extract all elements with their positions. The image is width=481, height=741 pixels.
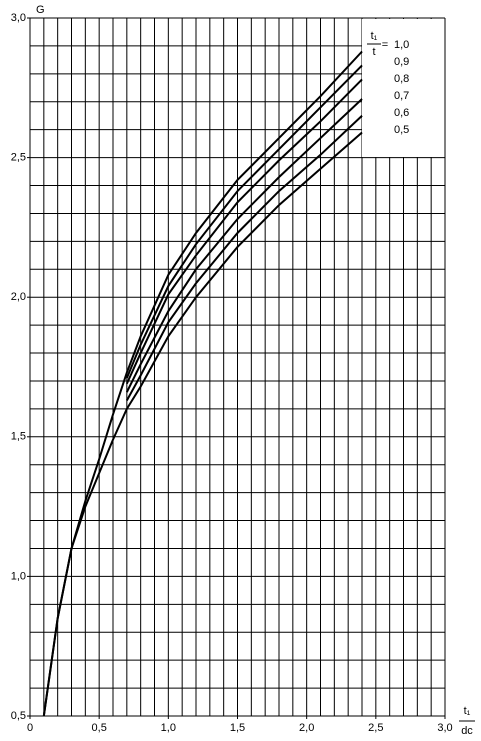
x-tick-label: 1,5 [230, 722, 245, 734]
y-axis-label: G [36, 4, 45, 16]
legend-label: 0,6 [394, 107, 409, 119]
legend-label: 0,7 [394, 90, 409, 102]
x-axis-label-denominator: dc [461, 725, 473, 737]
x-tick-label: 0 [27, 722, 33, 734]
x-tick-label: 2,5 [368, 722, 383, 734]
x-tick-label: 3,0 [437, 722, 452, 734]
legend-label: 0,8 [394, 73, 409, 85]
x-axis-label-numerator: t₁ [464, 705, 471, 717]
curve [125, 78, 363, 385]
y-tick-label: 3,0 [11, 12, 26, 24]
y-tick-label: 2,5 [11, 152, 26, 164]
curve [125, 64, 363, 379]
legend-relation: = [382, 39, 388, 51]
y-tick-label: 0,5 [11, 710, 26, 722]
y-tick-label: 1,5 [11, 431, 26, 443]
curve [125, 98, 363, 393]
y-tick-label: 1,0 [11, 570, 26, 582]
curve [42, 131, 363, 717]
legend-title-numerator: t₁ [371, 30, 378, 42]
legend-label: 0,5 [394, 124, 409, 136]
legend-label: 1,0 [394, 39, 409, 51]
y-tick-label: 2,0 [11, 291, 26, 303]
legend-label: 0,9 [394, 56, 409, 68]
legend-title-denominator: t [372, 46, 375, 58]
x-tick-label: 2,0 [299, 722, 314, 734]
curve [125, 114, 363, 401]
curve [42, 50, 363, 717]
x-tick-label: 0,5 [92, 722, 107, 734]
x-tick-label: 1,0 [161, 722, 176, 734]
legend-panel [362, 19, 445, 157]
